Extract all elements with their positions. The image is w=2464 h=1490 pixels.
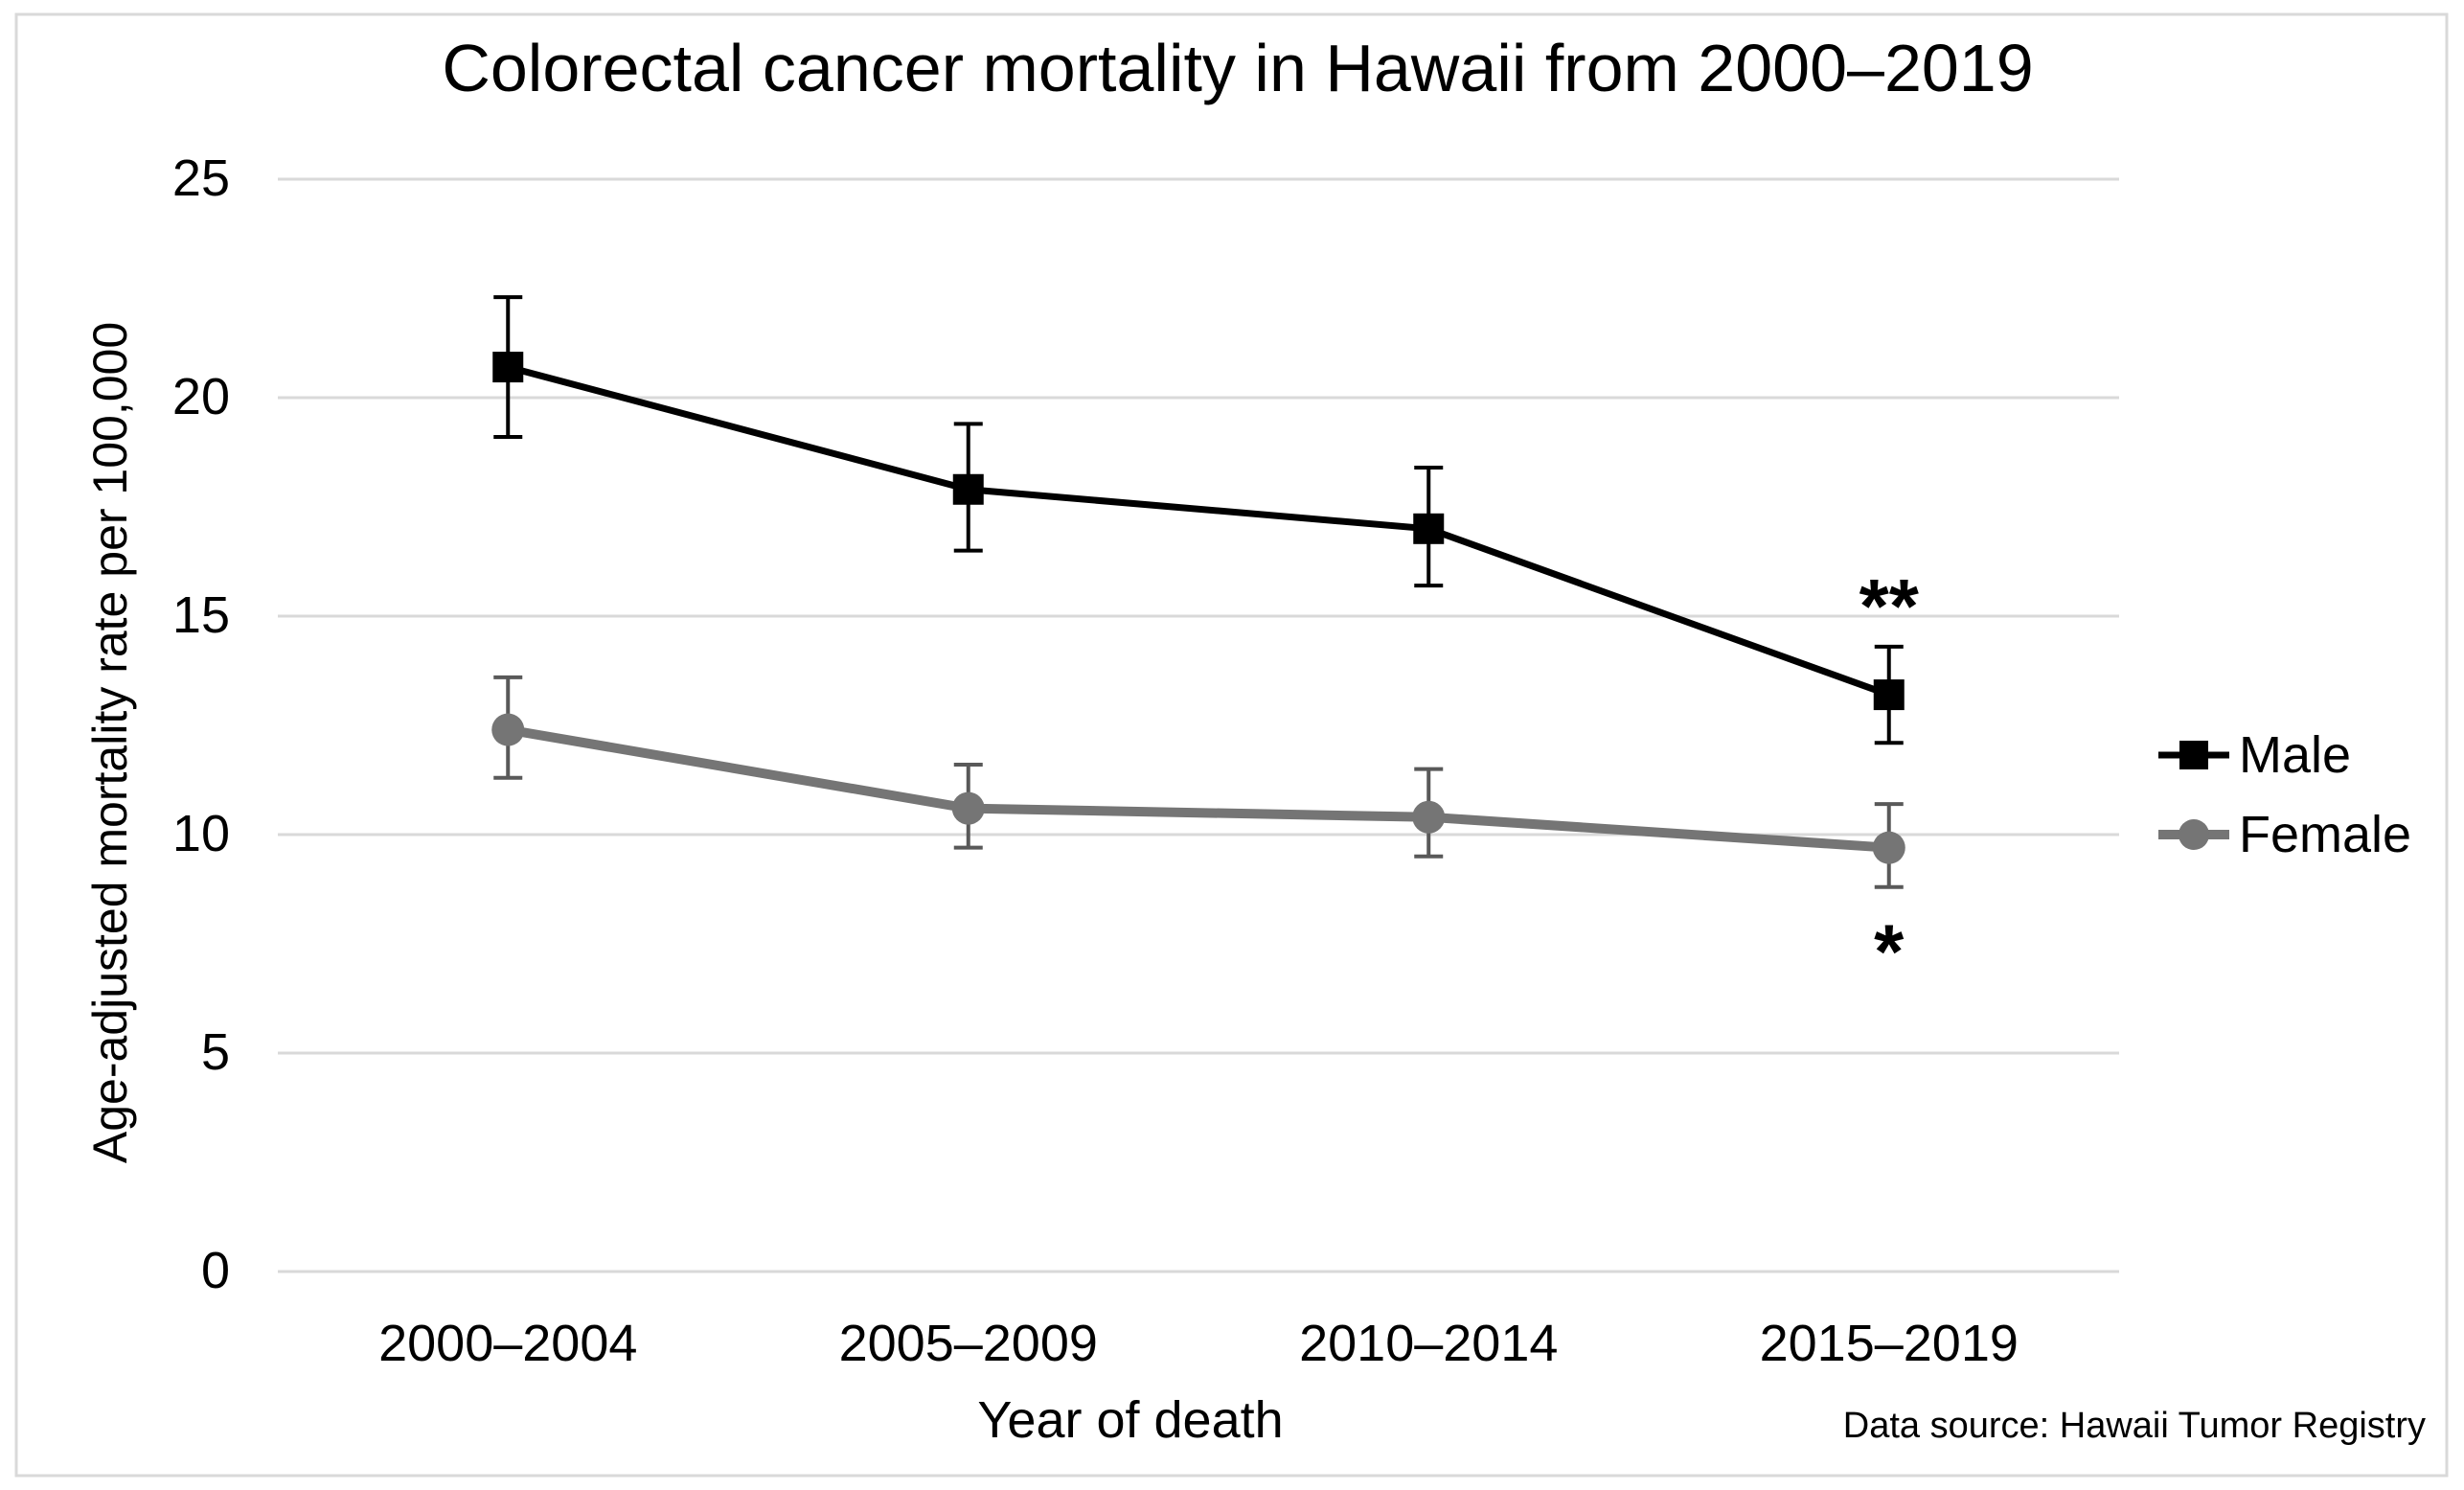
significance-marker-female: * [1874, 909, 1905, 995]
y-tick-label: 25 [172, 149, 230, 207]
y-tick-labels-group: 0 5 10 15 20 25 [172, 149, 230, 1299]
legend-item-male: Male [2158, 726, 2351, 784]
y-tick-label: 0 [201, 1242, 230, 1299]
data-series-group [491, 295, 1905, 889]
x-tick-label: 2005–2009 [839, 1315, 1098, 1372]
legend-group: Male Female [2158, 726, 2411, 863]
male-data-point-marker [952, 473, 984, 505]
x-axis-title: Year of death [977, 1391, 1283, 1449]
female-data-point-marker [491, 713, 525, 746]
legend-item-female: Female [2158, 806, 2411, 863]
male-series-line [507, 363, 1890, 699]
female-data-point-marker [1872, 831, 1905, 864]
gridlines-group [278, 177, 2119, 1273]
data-source-note: Data source: Hawaii Tumor Registry [1843, 1406, 2426, 1446]
female-data-point-marker [951, 791, 985, 825]
y-axis-title: Age-adjusted mortality rate per 100,000 [83, 322, 137, 1163]
x-tick-labels-group: 2000–2004 2005–2009 2010–2014 2015–2019 [378, 1315, 2019, 1372]
legend-marker-male [2179, 741, 2208, 769]
x-tick-label: 2000–2004 [378, 1315, 637, 1372]
annotations-group: *** [1859, 563, 1920, 995]
chart-border [14, 12, 2449, 1478]
male-data-point-marker [1413, 513, 1445, 544]
male-data-point-marker [1873, 679, 1905, 711]
significance-marker-male: ** [1859, 563, 1920, 649]
female-series-line [507, 724, 1890, 853]
legend-label-female: Female [2239, 806, 2411, 863]
male-data-point-marker [492, 352, 524, 383]
chart-title: Colorectal cancer mortality in Hawaii fr… [442, 31, 2033, 105]
x-tick-label: 2015–2019 [1760, 1315, 2019, 1372]
female-data-point-marker [1412, 800, 1446, 834]
y-tick-label: 5 [201, 1023, 230, 1081]
x-tick-label: 2010–2014 [1299, 1315, 1558, 1372]
legend-marker-female [2179, 819, 2209, 850]
legend-label-male: Male [2239, 726, 2351, 784]
y-tick-label: 10 [172, 805, 230, 862]
y-tick-label: 20 [172, 368, 230, 425]
y-tick-label: 15 [172, 586, 230, 644]
